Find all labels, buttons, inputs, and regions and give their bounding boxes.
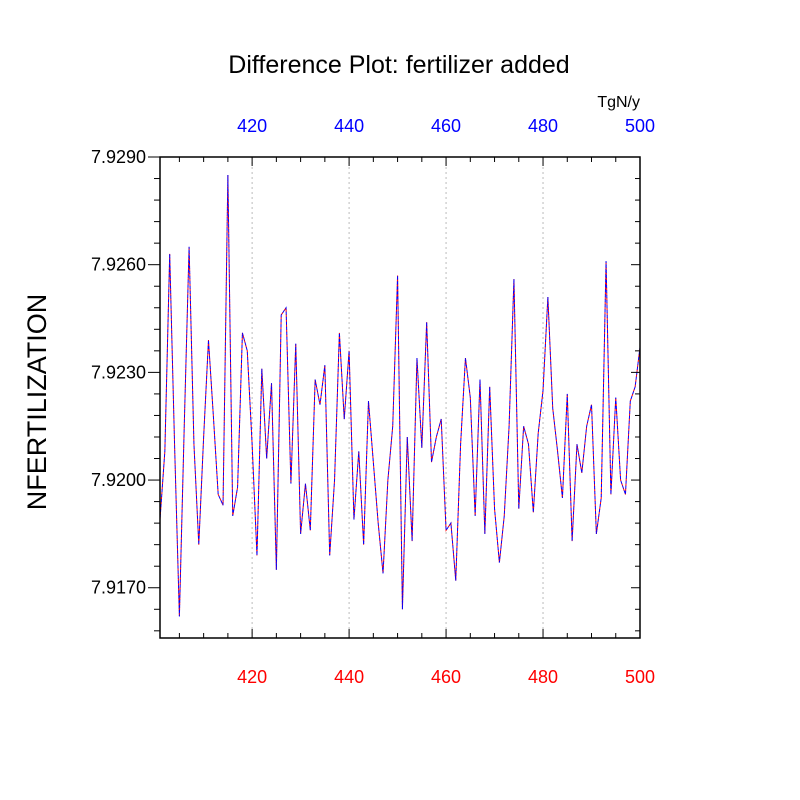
bottom-x-tick-label: 440: [334, 667, 364, 687]
series-line-red: [159, 174, 641, 617]
y-tick-label: 7.9260: [91, 255, 146, 275]
y-tick-label: 7.9230: [91, 362, 146, 382]
y-tick-label: 7.9200: [91, 470, 146, 490]
bottom-x-tick-label: 460: [431, 667, 461, 687]
bottom-x-tick-label: 420: [237, 667, 267, 687]
axes-layer: 420 420 440 440 460 460 480 480 500 500 7.9170 7.92…: [91, 116, 655, 687]
plot-frame: [159, 156, 641, 639]
chart-title: Difference Plot: fertilizer added: [228, 51, 569, 79]
y-tick-label: 7.9170: [91, 578, 146, 598]
top-x-tick-label: 440: [334, 116, 364, 136]
series-line-blue: [159, 174, 641, 617]
y-axis-label: NFERTILIZATION: [22, 294, 52, 511]
bottom-x-tick-label: 500: [625, 667, 655, 687]
top-x-tick-label: 420: [237, 116, 267, 136]
y-tick-label: 7.9290: [91, 147, 146, 167]
top-axis-unit-label: TgN/y: [597, 94, 640, 111]
top-x-tick-label: 460: [431, 116, 461, 136]
series-layer: [159, 174, 641, 617]
top-x-tick-label: 500: [625, 116, 655, 136]
top-x-tick-label: 480: [528, 116, 558, 136]
bottom-x-tick-label: 480: [528, 667, 558, 687]
grid-layer: [251, 157, 544, 638]
